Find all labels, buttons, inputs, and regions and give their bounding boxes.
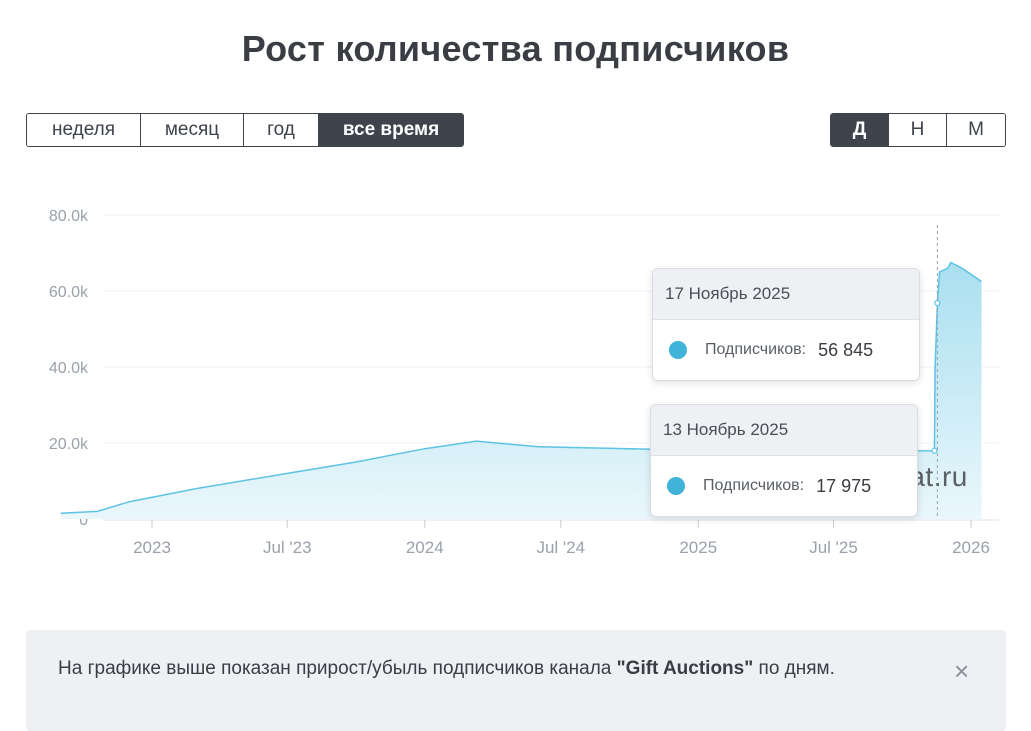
- info-notice: На графике выше показан прирост/убыль по…: [26, 630, 1006, 731]
- tooltip-value: 56 845: [818, 339, 874, 360]
- y-tick-label: 20.0k: [49, 436, 89, 453]
- channel-name: "Gift Auctions": [616, 658, 754, 679]
- granularity-month-button[interactable]: М: [947, 114, 1005, 146]
- tooltip-label: Подписчиков:: [703, 477, 805, 494]
- x-tick-label: 2023: [133, 538, 171, 557]
- tooltip-date: 13 Ноябрь 2025: [651, 405, 917, 456]
- tooltip-value: 17 975: [816, 475, 872, 496]
- notice-text-after: по дням.: [753, 658, 835, 679]
- range-all-time-button[interactable]: все время: [319, 114, 463, 146]
- series-dot-icon: [669, 341, 687, 359]
- tooltip-label: Подписчиков:: [705, 341, 807, 358]
- subscribers-chart[interactable]: 0 20.0k 40.0k 60.0k 80.0k 2023 Jul '23 2024 Jul…: [0, 190, 1031, 580]
- hover-point: [931, 447, 938, 454]
- x-tick-label: 2025: [679, 538, 717, 557]
- notice-text-before: На графике выше показан прирост/убыль по…: [58, 658, 617, 679]
- tooltip-date: 17 Ноябрь 2025: [653, 269, 919, 320]
- x-tick-label: 2024: [406, 538, 444, 557]
- x-tick-label: Jul '25: [809, 538, 858, 557]
- y-axis: 0 20.0k 40.0k 60.0k 80.0k: [49, 208, 999, 529]
- granularity-week-button[interactable]: Н: [889, 114, 947, 146]
- y-tick-label: 0: [79, 512, 88, 529]
- y-tick-label: 80.0k: [49, 208, 89, 225]
- granularity-day-button[interactable]: Д: [831, 114, 889, 146]
- hover-point: [934, 299, 941, 307]
- range-selector: неделя месяц год все время: [26, 113, 464, 147]
- range-year-button[interactable]: год: [244, 114, 319, 146]
- x-tick-label: 2026: [952, 538, 990, 557]
- notice-text: На графике выше показан прирост/убыль по…: [58, 654, 918, 684]
- page-title: Рост количества подписчиков: [241, 28, 790, 69]
- series-dot-icon: [667, 477, 685, 495]
- tooltip-nov-17: 17 Ноябрь 2025 Подписчиков: 56 845: [652, 268, 920, 381]
- close-icon[interactable]: ×: [954, 656, 970, 686]
- range-week-button[interactable]: неделя: [27, 114, 141, 146]
- granularity-selector: Д Н М: [830, 113, 1006, 147]
- x-axis: 2023 Jul '23 2024 Jul '24 2025 Jul '25 2026: [133, 520, 990, 557]
- y-tick-label: 60.0k: [49, 284, 89, 301]
- tooltip-nov-13: 13 Ноябрь 2025 Подписчиков: 17 975: [650, 404, 918, 517]
- range-month-button[interactable]: месяц: [141, 114, 244, 146]
- x-tick-label: Jul '23: [263, 538, 312, 557]
- x-tick-label: Jul '24: [536, 538, 585, 557]
- y-tick-label: 40.0k: [49, 360, 89, 377]
- hover-markers: [931, 299, 941, 454]
